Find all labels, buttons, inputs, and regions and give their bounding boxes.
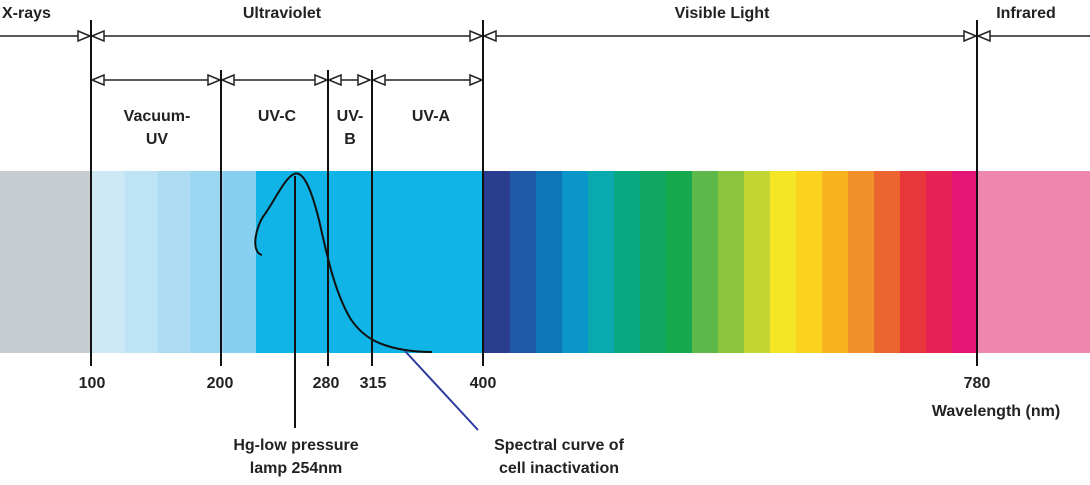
region-label-ultraviolet: Ultraviolet — [243, 5, 322, 22]
lamp-annotation-line1: Hg-low pressure — [233, 437, 358, 454]
spectrum-visible-band — [874, 171, 901, 353]
spectrum-visible-band — [848, 171, 875, 353]
inactivation-curve — [254, 172, 433, 353]
tick-280: 280 — [313, 375, 340, 392]
region-label-xrays: X-rays — [2, 5, 51, 22]
spectrum-visible-band — [692, 171, 719, 353]
curve-annotation-line1: Spectral curve of — [494, 437, 625, 454]
spectrum-visible-band — [952, 171, 979, 353]
tick-315: 315 — [360, 375, 387, 392]
spectrum-visible-band — [718, 171, 745, 353]
spectrum-visible-band — [484, 171, 511, 353]
spectrum-uv-band — [256, 171, 484, 353]
spectrum-visible-band — [562, 171, 589, 353]
curve-pointer-line — [404, 350, 479, 431]
spectrum-visible-band — [926, 171, 953, 353]
region-label-visible: Visible Light — [675, 5, 771, 22]
uv-band-uva: UV-A — [412, 108, 451, 125]
spectrum-xray-band — [0, 171, 92, 353]
region-arrows — [0, 29, 1090, 43]
tick-780: 780 — [964, 375, 991, 392]
spectrum-vacuum-uv-band — [190, 171, 224, 353]
region-label-infrared: Infrared — [996, 5, 1056, 22]
tick-100: 100 — [79, 375, 106, 392]
uv-band-vacuum-line2: UV — [146, 131, 169, 148]
spectrum-vacuum-uv-band — [92, 171, 126, 353]
spectrum-visible-band — [640, 171, 667, 353]
spectrum-visible-band — [666, 171, 693, 353]
spectrum-vacuum-uv-band — [157, 171, 191, 353]
uv-band-uvb-line1: UV- — [337, 108, 364, 125]
uv-band-uvc: UV-C — [258, 108, 297, 125]
spectrum-visible-band — [510, 171, 537, 353]
uv-band-arrows — [90, 73, 484, 87]
spectrum-visible-band — [900, 171, 927, 353]
spectrum-visible-band — [770, 171, 797, 353]
uv-band-vacuum-line1: Vacuum- — [124, 108, 191, 125]
spectrum-visible-band — [796, 171, 823, 353]
spectrum-visible-band — [744, 171, 771, 353]
uv-band-uvb-line2: B — [344, 131, 356, 148]
spectrum-visible-band — [536, 171, 563, 353]
spectrum-vacuum-uv-band — [223, 171, 257, 353]
spectrum-bar — [0, 171, 1090, 353]
spectrum-infrared-band — [978, 171, 1090, 353]
axis-label: Wavelength (nm) — [932, 403, 1060, 420]
spectrum-visible-band — [822, 171, 849, 353]
boundary-lines — [90, 20, 978, 366]
lamp-annotation-line2: lamp 254nm — [250, 460, 342, 477]
spectrum-visible-band — [614, 171, 641, 353]
tick-200: 200 — [207, 375, 234, 392]
spectrum-visible-band — [588, 171, 615, 353]
curve-annotation-line2: cell inactivation — [499, 460, 619, 477]
tick-400: 400 — [470, 375, 497, 392]
spectrum-vacuum-uv-band — [124, 171, 159, 353]
